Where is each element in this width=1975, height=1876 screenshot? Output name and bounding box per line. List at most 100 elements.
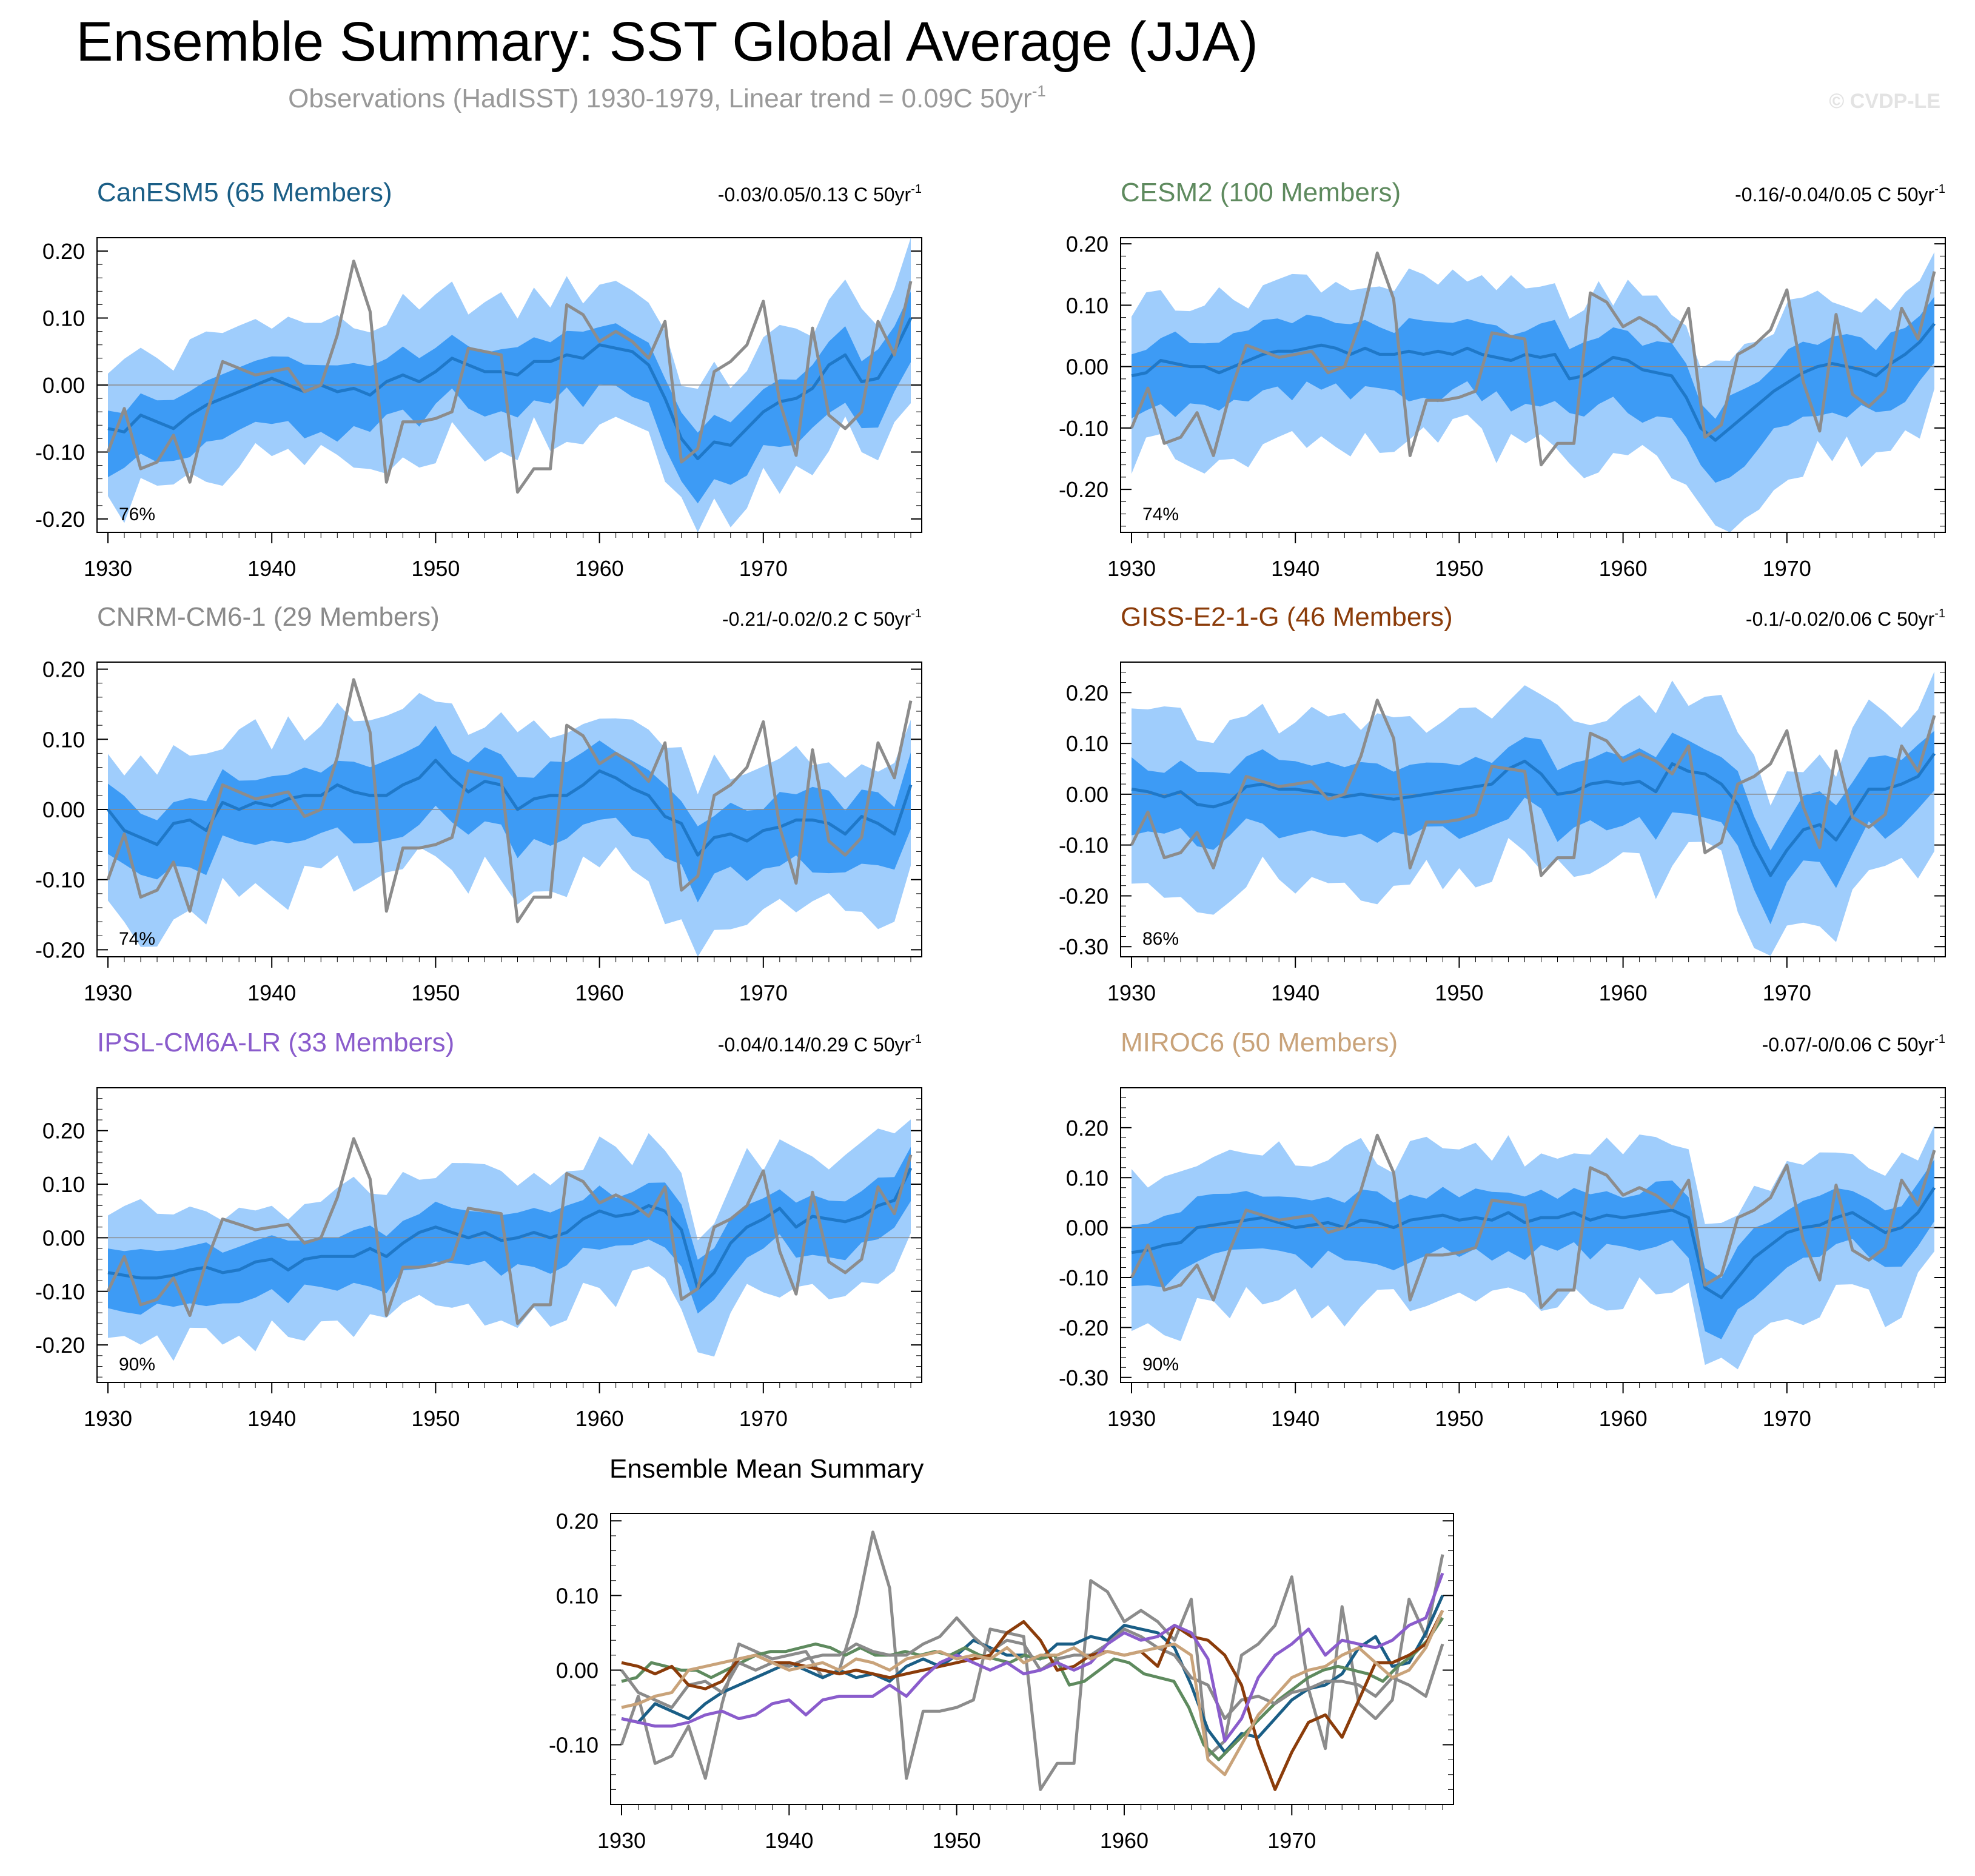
x-tick-label: 1970: [1763, 980, 1811, 1005]
y-tick-label: -0.10: [35, 868, 85, 893]
y-tick-label: 0.10: [556, 1583, 599, 1608]
y-tick-label: 0.20: [556, 1509, 599, 1533]
y-tick-label: 0.20: [1066, 1116, 1108, 1141]
plot-frame: [1120, 662, 1946, 957]
y-tick-label: -0.30: [1059, 1365, 1108, 1390]
x-tick-label: 1950: [411, 1406, 460, 1431]
x-tick-label: 1930: [597, 1828, 646, 1853]
ensemble-mean-line: [107, 759, 913, 857]
observations-line: [106, 678, 913, 923]
x-tick-label: 1970: [739, 556, 788, 581]
panel-title: GISS-E2-1-G (46 Members): [1121, 602, 1453, 632]
percent-label: 74%: [1142, 504, 1179, 524]
band-25-75: [1132, 296, 1934, 483]
y-tick-label: 0.00: [1066, 1216, 1108, 1241]
y-tick-label: -0.30: [1059, 934, 1108, 959]
y-tick-label: 0.10: [42, 1172, 85, 1197]
figure-subtitle: Observations (HadISST) 1930-1979, Linear…: [288, 82, 1046, 113]
panel-giss: -0.30 -0.20 -0.10 0.00 0.10 0.20 1930 1940 1950 1…: [1059, 602, 1946, 1005]
percent-label: 90%: [119, 1355, 155, 1375]
x-tick-label: 1970: [739, 1406, 788, 1431]
band-25-75: [108, 1147, 911, 1315]
x-tick-label: 1970: [739, 980, 788, 1005]
trend-label: -0.04/0.14/0.29 C 50yr-1: [718, 1033, 922, 1056]
trend-label: -0.1/-0.02/0.06 C 50yr-1: [1746, 607, 1945, 630]
trend-label: -0.21/-0.02/0.2 C 50yr-1: [722, 607, 922, 630]
x-tick-label: 1930: [84, 556, 132, 581]
panel-title: CESM2 (100 Members): [1121, 178, 1401, 207]
y-tick-label: 0.10: [1066, 1165, 1108, 1190]
summary-line-ipsl: [621, 1572, 1444, 1743]
y-tick-label: -0.10: [35, 440, 85, 464]
x-tick-label: 1940: [247, 556, 296, 581]
panel-title: MIROC6 (50 Members): [1121, 1028, 1398, 1057]
x-tick-label: 1940: [247, 980, 296, 1005]
panel-miroc6: -0.30 -0.20 -0.10 0.00 0.10 0.20 1930 1940 1950 1…: [1059, 1028, 1946, 1431]
summary-line-cesm2: [621, 1616, 1444, 1761]
x-tick-label: 1960: [575, 556, 624, 581]
y-tick-label: 0.10: [1066, 293, 1108, 318]
y-tick-label: -0.20: [35, 1333, 85, 1358]
x-tick-label: 1960: [1100, 1828, 1148, 1853]
y-tick-label: -0.20: [35, 937, 85, 962]
y-tick-label: 0.20: [1066, 680, 1108, 705]
observations-line: [1130, 1133, 1936, 1309]
band-25-75: [1132, 731, 1934, 925]
x-tick-label: 1940: [1271, 556, 1319, 581]
y-tick-label: 0.20: [1066, 232, 1108, 256]
x-tick-label: 1940: [247, 1406, 296, 1431]
ensemble-mean-line: [107, 317, 913, 460]
x-tick-label: 1960: [1599, 556, 1648, 581]
x-tick-label: 1960: [575, 980, 624, 1005]
x-tick-label: 1960: [1599, 1406, 1648, 1431]
y-tick-label: 0.20: [42, 1119, 85, 1144]
x-tick-label: 1940: [765, 1828, 813, 1853]
panel-title: IPSL-CM6A-LR (33 Members): [97, 1028, 454, 1057]
x-tick-label: 1950: [933, 1828, 981, 1853]
summary-title: Ensemble Mean Summary: [609, 1454, 924, 1484]
x-tick-label: 1930: [1107, 556, 1156, 581]
band-10-90: [1132, 671, 1934, 956]
x-tick-label: 1950: [1435, 1406, 1483, 1431]
y-tick-label: -0.20: [1059, 477, 1108, 502]
summary-line-miroc6: [621, 1609, 1444, 1777]
y-tick-label: 0.00: [1066, 355, 1108, 380]
x-tick-label: 1970: [1763, 1406, 1811, 1431]
ensemble-mean-line: [107, 1167, 913, 1290]
x-tick-label: 1960: [1599, 980, 1648, 1005]
panel-cesm2: -0.20 -0.10 0.00 0.10 0.20 1930 1940 1950 1960 19…: [1059, 178, 1946, 581]
y-tick-label: 0.10: [42, 306, 85, 331]
y-tick-label: 0.00: [42, 1225, 85, 1250]
y-tick-label: -0.10: [1059, 1265, 1108, 1290]
panel-ipsl: -0.20 -0.10 0.00 0.10 0.20 1930 1940 1950 1960 19…: [35, 1028, 922, 1431]
x-tick-label: 1970: [1267, 1828, 1316, 1853]
x-tick-label: 1950: [411, 980, 460, 1005]
y-tick-label: -0.10: [1059, 833, 1108, 858]
x-tick-label: 1930: [84, 980, 132, 1005]
x-tick-label: 1930: [1107, 1406, 1156, 1431]
observations-line: [106, 260, 913, 494]
x-tick-label: 1950: [411, 556, 460, 581]
x-tick-label: 1940: [1271, 1406, 1319, 1431]
trend-label: -0.16/-0.04/0.05 C 50yr-1: [1735, 183, 1945, 206]
plot-frame: [96, 1087, 922, 1383]
x-tick-label: 1930: [1107, 980, 1156, 1005]
y-tick-label: 0.10: [1066, 731, 1108, 756]
y-tick-label: -0.10: [1059, 416, 1108, 441]
y-tick-label: 0.20: [42, 657, 85, 682]
y-tick-label: -0.20: [1059, 883, 1108, 908]
figure-title: Ensemble Summary: SST Global Average (JJ…: [76, 11, 1258, 73]
panel-title: CNRM-CM6-1 (29 Members): [97, 602, 440, 632]
summary-line-cnrm: [620, 1616, 1444, 1720]
panel-grid: -0.20 -0.10 0.00 0.10 0.20 1930 1940 1950 1960 19…: [35, 178, 1946, 1431]
x-tick-label: 1950: [1435, 980, 1483, 1005]
copyright-label: © CVDP-LE: [1829, 90, 1940, 113]
panel-cnrm: -0.20 -0.10 0.00 0.10 0.20 1930 1940 1950 1960 19…: [35, 602, 922, 1005]
summary-frame: [610, 1513, 1454, 1805]
y-tick-label: 0.10: [42, 727, 85, 752]
ensemble-mean-line: [1131, 752, 1936, 877]
y-tick-label: 0.20: [42, 239, 85, 264]
band-25-75: [108, 725, 911, 903]
percent-label: 86%: [1142, 929, 1179, 949]
